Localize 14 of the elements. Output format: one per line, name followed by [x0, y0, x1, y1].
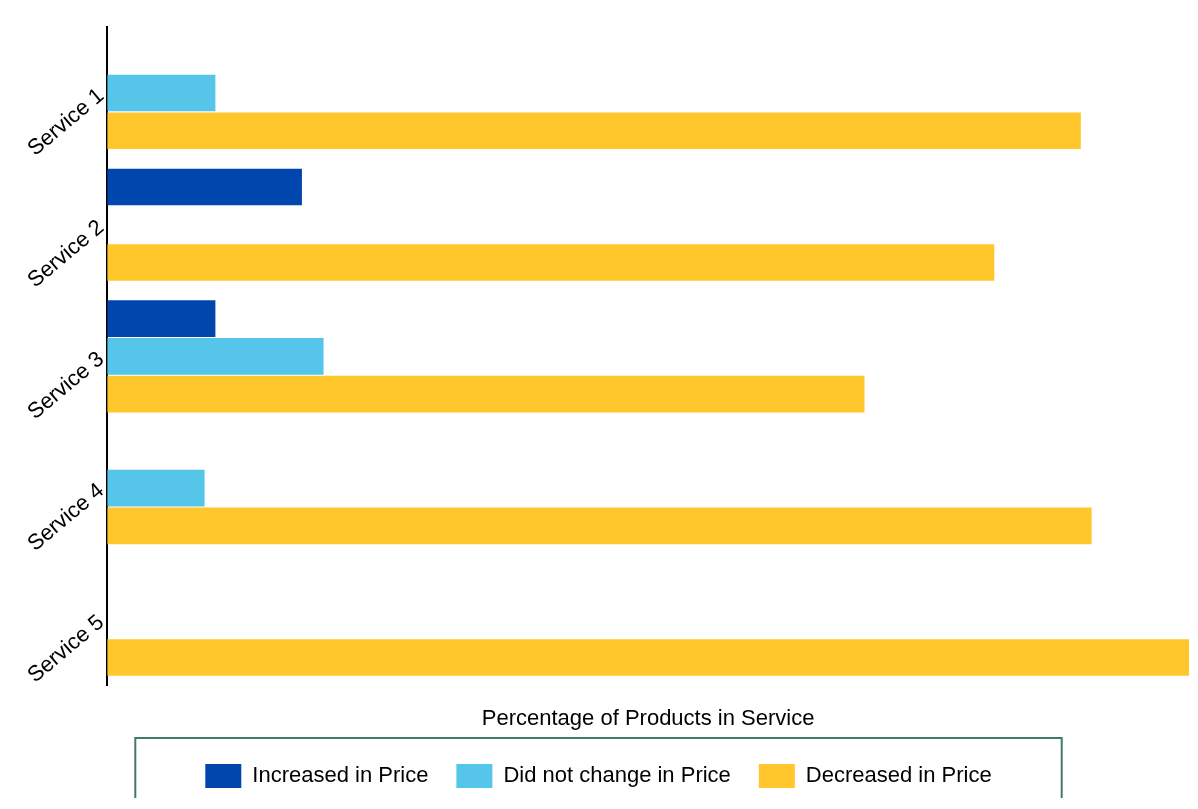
bar	[107, 300, 216, 337]
legend-label: Did not change in Price	[503, 762, 731, 788]
bar	[107, 375, 865, 413]
bar	[107, 112, 1081, 150]
bar	[107, 469, 205, 507]
bar	[107, 507, 1092, 545]
legend-label: Decreased in Price	[805, 762, 992, 788]
bar	[107, 639, 1189, 676]
bar	[107, 168, 302, 206]
bar	[107, 338, 324, 375]
bar	[107, 244, 995, 281]
x-axis-title: Percentage of Products in Service	[481, 704, 815, 730]
bar	[107, 74, 216, 112]
legend-label: Increased in Price	[252, 762, 429, 788]
